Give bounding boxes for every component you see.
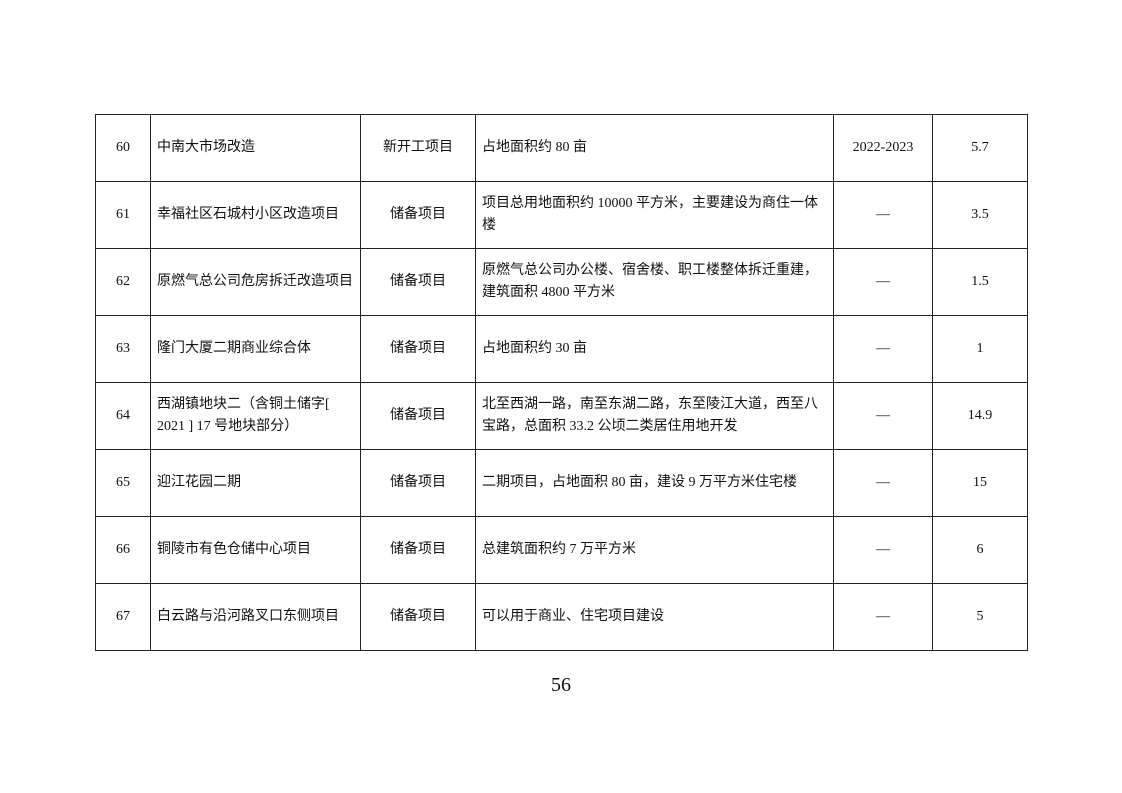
row-number: 66 bbox=[95, 516, 151, 584]
project-content: 总建筑面积约 7 万平方米 bbox=[475, 516, 834, 584]
investment: 14.9 bbox=[932, 382, 1028, 450]
project-type: 储备项目 bbox=[360, 583, 476, 651]
project-content: 原燃气总公司办公楼、宿舍楼、职工楼整体拆迁重建，建筑面积 4800 平方米 bbox=[475, 248, 834, 316]
project-type: 储备项目 bbox=[360, 382, 476, 450]
table-row: 61 幸福社区石城村小区改造项目 储备项目 项目总用地面积约 10000 平方米，主要… bbox=[95, 181, 1028, 249]
row-number: 64 bbox=[95, 382, 151, 450]
investment: 5 bbox=[932, 583, 1028, 651]
construction-period: — bbox=[833, 248, 933, 316]
investment: 1 bbox=[932, 315, 1028, 383]
investment: 5.7 bbox=[932, 114, 1028, 182]
table-row: 66 铜陵市有色仓储中心项目 储备项目 总建筑面积约 7 万平方米 —6 bbox=[95, 516, 1028, 584]
construction-period: 2022-2023 bbox=[833, 114, 933, 182]
project-type: 储备项目 bbox=[360, 449, 476, 517]
project-content: 北至西湖一路，南至东湖二路，东至陵江大道，西至八宝路，总面积 33.2 公顷二类… bbox=[475, 382, 834, 450]
row-number: 65 bbox=[95, 449, 151, 517]
project-name: 白云路与沿河路叉口东侧项目 bbox=[150, 583, 361, 651]
construction-period: — bbox=[833, 315, 933, 383]
table-row: 67 白云路与沿河路叉口东侧项目 储备项目 可以用于商业、住宅项目建设 —5 bbox=[95, 583, 1028, 651]
project-content: 占地面积约 30 亩 bbox=[475, 315, 834, 383]
table-row: 65 迎江花园二期 储备项目 二期项目，占地面积 80 亩，建设 9 万平方米住宅楼 —… bbox=[95, 449, 1028, 517]
project-table: 60 中南大市场改造 新开工项目 占地面积约 80 亩 2022-2023 5.7 61 幸福… bbox=[95, 114, 1028, 651]
project-type: 储备项目 bbox=[360, 248, 476, 316]
project-name: 隆门大厦二期商业综合体 bbox=[150, 315, 361, 383]
project-name: 迎江花园二期 bbox=[150, 449, 361, 517]
construction-period: — bbox=[833, 583, 933, 651]
project-type: 储备项目 bbox=[360, 315, 476, 383]
construction-period: — bbox=[833, 382, 933, 450]
construction-period: — bbox=[833, 181, 933, 249]
row-number: 63 bbox=[95, 315, 151, 383]
project-name: 西湖镇地块二（含铜土储字[ 2021 ] 17 号地块部分） bbox=[150, 382, 361, 450]
table-row: 64 西湖镇地块二（含铜土储字[ 2021 ] 17 号地块部分） 储备项目 北至西湖… bbox=[95, 382, 1028, 450]
row-number: 62 bbox=[95, 248, 151, 316]
project-name: 幸福社区石城村小区改造项目 bbox=[150, 181, 361, 249]
investment: 6 bbox=[932, 516, 1028, 584]
construction-period: — bbox=[833, 449, 933, 517]
project-content: 占地面积约 80 亩 bbox=[475, 114, 834, 182]
project-name: 铜陵市有色仓储中心项目 bbox=[150, 516, 361, 584]
project-type: 储备项目 bbox=[360, 516, 476, 584]
table-row: 60 中南大市场改造 新开工项目 占地面积约 80 亩 2022-2023 5.7 bbox=[95, 114, 1028, 182]
row-number: 60 bbox=[95, 114, 151, 182]
project-type: 新开工项目 bbox=[360, 114, 476, 182]
table-row: 63 隆门大厦二期商业综合体 储备项目 占地面积约 30 亩 —1 bbox=[95, 315, 1028, 383]
project-content: 项目总用地面积约 10000 平方米，主要建设为商住一体楼 bbox=[475, 181, 834, 249]
investment: 15 bbox=[932, 449, 1028, 517]
row-number: 67 bbox=[95, 583, 151, 651]
page-number: 56 bbox=[551, 674, 571, 696]
project-name: 中南大市场改造 bbox=[150, 114, 361, 182]
investment: 3.5 bbox=[932, 181, 1028, 249]
construction-period: — bbox=[833, 516, 933, 584]
project-content: 可以用于商业、住宅项目建设 bbox=[475, 583, 834, 651]
project-content: 二期项目，占地面积 80 亩，建设 9 万平方米住宅楼 bbox=[475, 449, 834, 517]
project-type: 储备项目 bbox=[360, 181, 476, 249]
project-name: 原燃气总公司危房拆迁改造项目 bbox=[150, 248, 361, 316]
row-number: 61 bbox=[95, 181, 151, 249]
investment: 1.5 bbox=[932, 248, 1028, 316]
table-row: 62 原燃气总公司危房拆迁改造项目 储备项目 原燃气总公司办公楼、宿舍楼、职工楼整体拆… bbox=[95, 248, 1028, 316]
